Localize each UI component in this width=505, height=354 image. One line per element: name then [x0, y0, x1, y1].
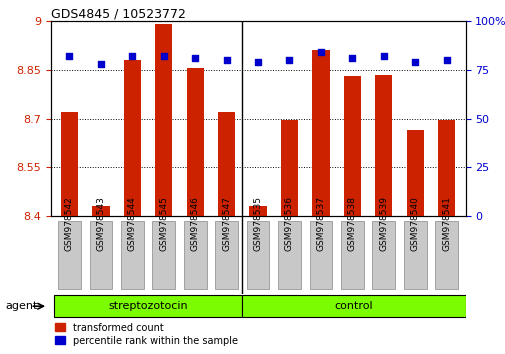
Text: GSM978544: GSM978544 — [128, 196, 136, 251]
Point — [347, 55, 356, 61]
Text: GSM978546: GSM978546 — [190, 196, 199, 251]
Point — [316, 50, 324, 55]
Point — [65, 53, 73, 59]
Text: agent: agent — [5, 301, 37, 311]
Bar — [249, 206, 266, 216]
Point — [411, 59, 419, 65]
Text: GSM978543: GSM978543 — [96, 196, 105, 251]
Point — [285, 57, 293, 63]
Point — [128, 53, 136, 59]
Point — [96, 61, 105, 67]
Text: GSM978539: GSM978539 — [379, 196, 387, 251]
FancyBboxPatch shape — [278, 221, 300, 289]
FancyBboxPatch shape — [54, 295, 242, 318]
FancyBboxPatch shape — [340, 221, 363, 289]
Bar — [312, 51, 329, 216]
Text: GSM978536: GSM978536 — [284, 196, 293, 251]
FancyBboxPatch shape — [242, 295, 465, 318]
Text: control: control — [334, 301, 373, 311]
FancyBboxPatch shape — [246, 221, 269, 289]
Bar — [155, 24, 172, 216]
Bar — [123, 60, 141, 216]
Point — [379, 53, 387, 59]
Text: GSM978545: GSM978545 — [159, 196, 168, 251]
Bar — [218, 112, 235, 216]
FancyBboxPatch shape — [372, 221, 394, 289]
FancyBboxPatch shape — [58, 221, 81, 289]
FancyBboxPatch shape — [121, 221, 143, 289]
Point — [191, 55, 199, 61]
Bar — [186, 68, 204, 216]
Text: GSM978537: GSM978537 — [316, 196, 325, 251]
FancyBboxPatch shape — [309, 221, 332, 289]
Bar — [374, 75, 392, 216]
Bar — [406, 130, 423, 216]
Bar — [437, 120, 454, 216]
FancyBboxPatch shape — [152, 221, 175, 289]
FancyBboxPatch shape — [89, 221, 112, 289]
FancyBboxPatch shape — [215, 221, 237, 289]
FancyBboxPatch shape — [434, 221, 457, 289]
Text: GDS4845 / 10523772: GDS4845 / 10523772 — [50, 7, 185, 20]
Text: GSM978540: GSM978540 — [410, 196, 419, 251]
Point — [160, 53, 168, 59]
FancyBboxPatch shape — [403, 221, 426, 289]
Text: GSM978547: GSM978547 — [222, 196, 231, 251]
Text: streptozotocin: streptozotocin — [108, 301, 187, 311]
Point — [254, 59, 262, 65]
Text: GSM978542: GSM978542 — [65, 196, 74, 251]
Point — [222, 57, 230, 63]
Bar — [280, 120, 297, 216]
Text: GSM978535: GSM978535 — [253, 196, 262, 251]
Bar — [343, 76, 360, 216]
FancyBboxPatch shape — [183, 221, 206, 289]
Legend: transformed count, percentile rank within the sample: transformed count, percentile rank withi… — [56, 323, 237, 346]
Text: GSM978541: GSM978541 — [441, 196, 450, 251]
Bar — [61, 112, 78, 216]
Point — [442, 57, 450, 63]
Text: GSM978538: GSM978538 — [347, 196, 356, 251]
Bar — [92, 206, 109, 216]
